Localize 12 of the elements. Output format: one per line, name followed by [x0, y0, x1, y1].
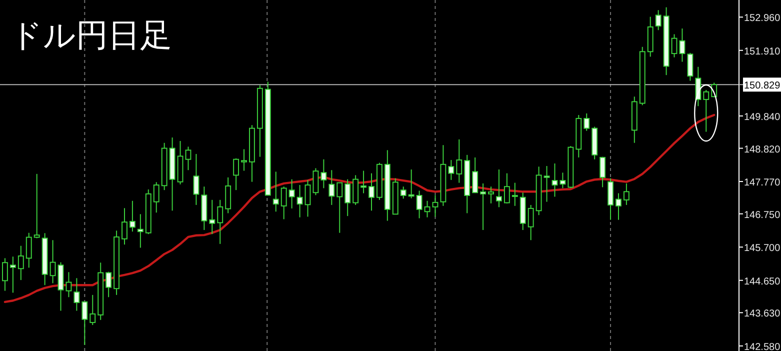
y-tick-label: 152.960	[744, 13, 781, 24]
text: ドル円日足	[10, 17, 172, 53]
y-tick-label: 149.840	[744, 112, 781, 123]
y-tick-label: 142.580	[744, 342, 781, 351]
y-tick-label: 147.770	[744, 178, 781, 189]
y-tick-label: 144.650	[744, 276, 781, 288]
y-tick-label: 143.630	[744, 308, 781, 320]
y-tick-label: 145.700	[744, 243, 781, 254]
ref-line-label: 150.829	[744, 80, 781, 92]
y-tick-label: 151.910	[744, 46, 781, 58]
y-tick-label: 148.820	[744, 144, 781, 156]
y-tick-label: 146.750	[744, 210, 781, 221]
